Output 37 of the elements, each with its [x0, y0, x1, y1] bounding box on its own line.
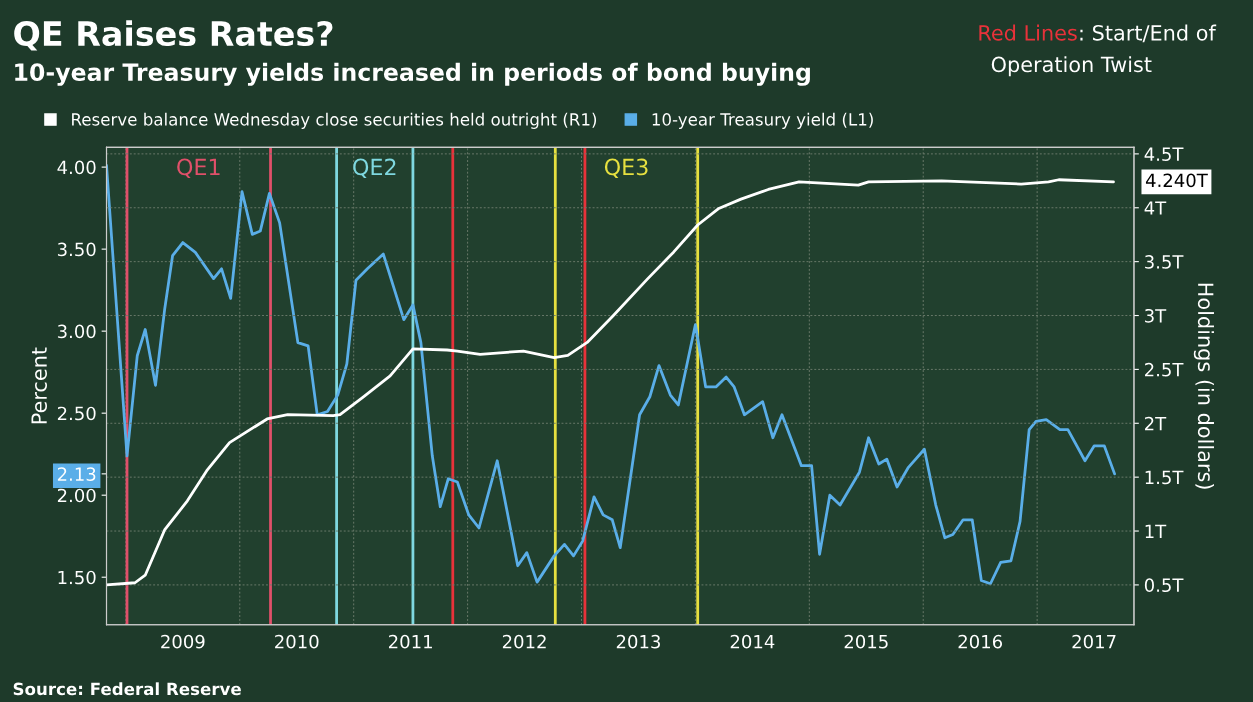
x-tick-label: 2016 [958, 634, 1003, 649]
text: Red Lines: Start/End of Operation Twist [979, 24, 1217, 77]
ref-line-label: QE1 [177, 158, 220, 178]
y-tick-label: 1.50 [58, 570, 96, 585]
y2-tick-label: 1T [1145, 524, 1167, 538]
y2-tick-label: 2.5T [1145, 362, 1184, 377]
ref-line-label: QE2 [353, 158, 396, 178]
y-tick-label: 2.00 [57, 488, 96, 503]
chart-subtitle: 10-year Treasury yields increased in periods of bond buying [15, 62, 810, 86]
legend-label: Reserve balance Wednesday close securities held outright (R1) [72, 112, 597, 129]
x-tick-label: 2012 [502, 634, 546, 649]
y2-tick-label: 4T [1144, 201, 1167, 215]
y-axis-title: Percent [31, 347, 47, 424]
y2-tick-label: 3T [1145, 308, 1167, 323]
x-tick-label: 2017 [1072, 634, 1116, 649]
source-note: Source: Federal Reserve [13, 682, 241, 696]
y-tick-label: 3.00 [57, 324, 96, 339]
x-tick-label: 2009 [161, 634, 205, 649]
y-tick-label: 4.00 [57, 160, 96, 175]
y2-tick-label: 4.5T [1144, 147, 1184, 161]
ref-line-label: QE3 [604, 158, 648, 178]
y2-axis-title: Holdings (in dollars) [1193, 283, 1214, 489]
x-tick-label: 2011 [388, 634, 432, 649]
y2-tick-label: 0.5T [1144, 578, 1184, 593]
y2-tick-label: 2T [1145, 416, 1167, 431]
x-tick-label: 2010 [275, 634, 319, 649]
x-tick-label: 2015 [844, 634, 888, 649]
x-tick-label: 2013 [616, 634, 660, 649]
y-tick-label: 2.13 [57, 467, 96, 481]
y2-tick-label: 1.5T [1145, 470, 1184, 485]
y-tick-label: 2.50 [57, 406, 96, 421]
y2-tick-label: 3.5T [1145, 255, 1184, 269]
legend-label: 10-year Treasury yield (L1) [652, 112, 873, 129]
x-tick-label: 2014 [730, 634, 775, 649]
y-tick-label: 3.50 [57, 242, 96, 257]
data-label: 4.240T [1145, 173, 1208, 188]
chart-title: QE Raises Rates? [14, 20, 333, 51]
